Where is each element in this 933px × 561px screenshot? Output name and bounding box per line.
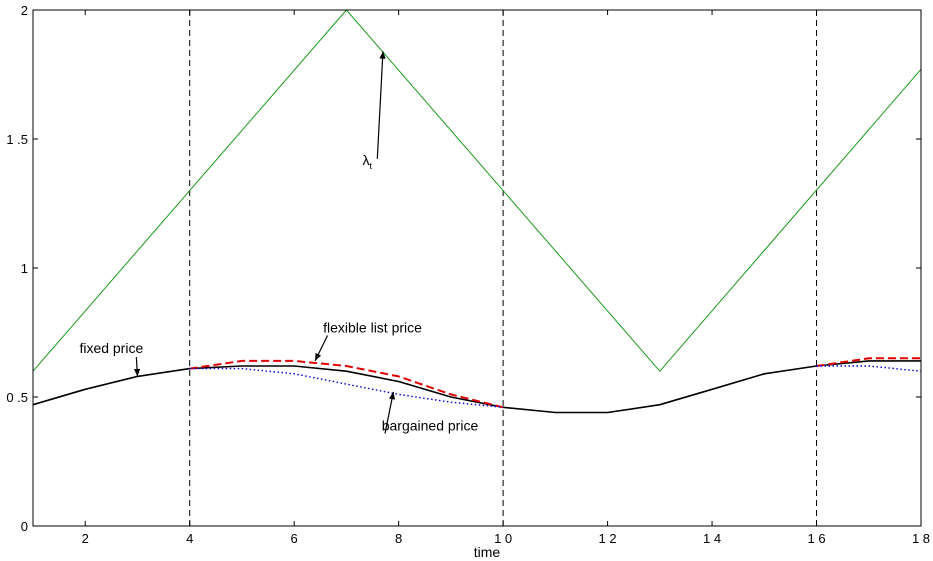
series-line-2-segment-0 <box>189 359 504 409</box>
series-line-3-segment-1 <box>816 365 922 372</box>
annotation-arrow-head-1 <box>315 352 322 361</box>
annotation-label-2: bargained price <box>382 418 479 434</box>
y-tick-label-2: 2 <box>21 3 28 18</box>
annotation-label-1: flexible list price <box>323 320 422 336</box>
x-tick-label-18: 1 8 <box>912 531 930 546</box>
x-tick-label-16: 1 6 <box>807 531 825 546</box>
annotation-label-0: fixed price <box>79 340 143 356</box>
series-line-2-segment-1 <box>816 357 921 367</box>
plot-frame <box>32 9 922 527</box>
axis-ticks: 2 4 6 8 1 0 1 2 1 4 1 6 1 8 0 0 .5 1 1 .5 2 <box>6 3 930 546</box>
series-line-3-segment-0 <box>189 367 504 408</box>
series-line-1-segment-0 <box>32 360 921 414</box>
vertical-reference-lines <box>189 10 818 526</box>
y-tick-label-0.5: 0 .5 <box>6 390 28 405</box>
x-axis-label: time <box>474 544 501 560</box>
series-lines <box>32 9 922 414</box>
x-tick-label-10: 1 0 <box>494 531 512 546</box>
annotation-arrow-shaft-3 <box>376 51 384 159</box>
x-tick-label-4: 4 <box>186 531 193 546</box>
y-tick-label-1.5: 1 .5 <box>6 132 28 147</box>
annotations: fixed price flexible list price bargained … <box>79 51 479 434</box>
x-tick-label-14: 1 4 <box>703 531 721 546</box>
annotation-subscript-3: t <box>370 161 373 171</box>
x-tick-label-8: 8 <box>395 531 402 546</box>
annotation-label-3: λt <box>363 152 373 171</box>
x-tick-label-2: 2 <box>82 531 89 546</box>
y-tick-label-1: 1 <box>21 261 28 276</box>
y-tick-label-0: 0 <box>21 519 28 534</box>
x-tick-label-12: 1 2 <box>599 531 617 546</box>
annotation-arrow-head-3 <box>379 51 386 59</box>
x-tick-label-6: 6 <box>291 531 298 546</box>
annotation-arrow-head-0 <box>133 368 141 377</box>
annotation-arrow-head-2 <box>388 391 396 400</box>
series-line-0-segment-0 <box>32 9 922 372</box>
